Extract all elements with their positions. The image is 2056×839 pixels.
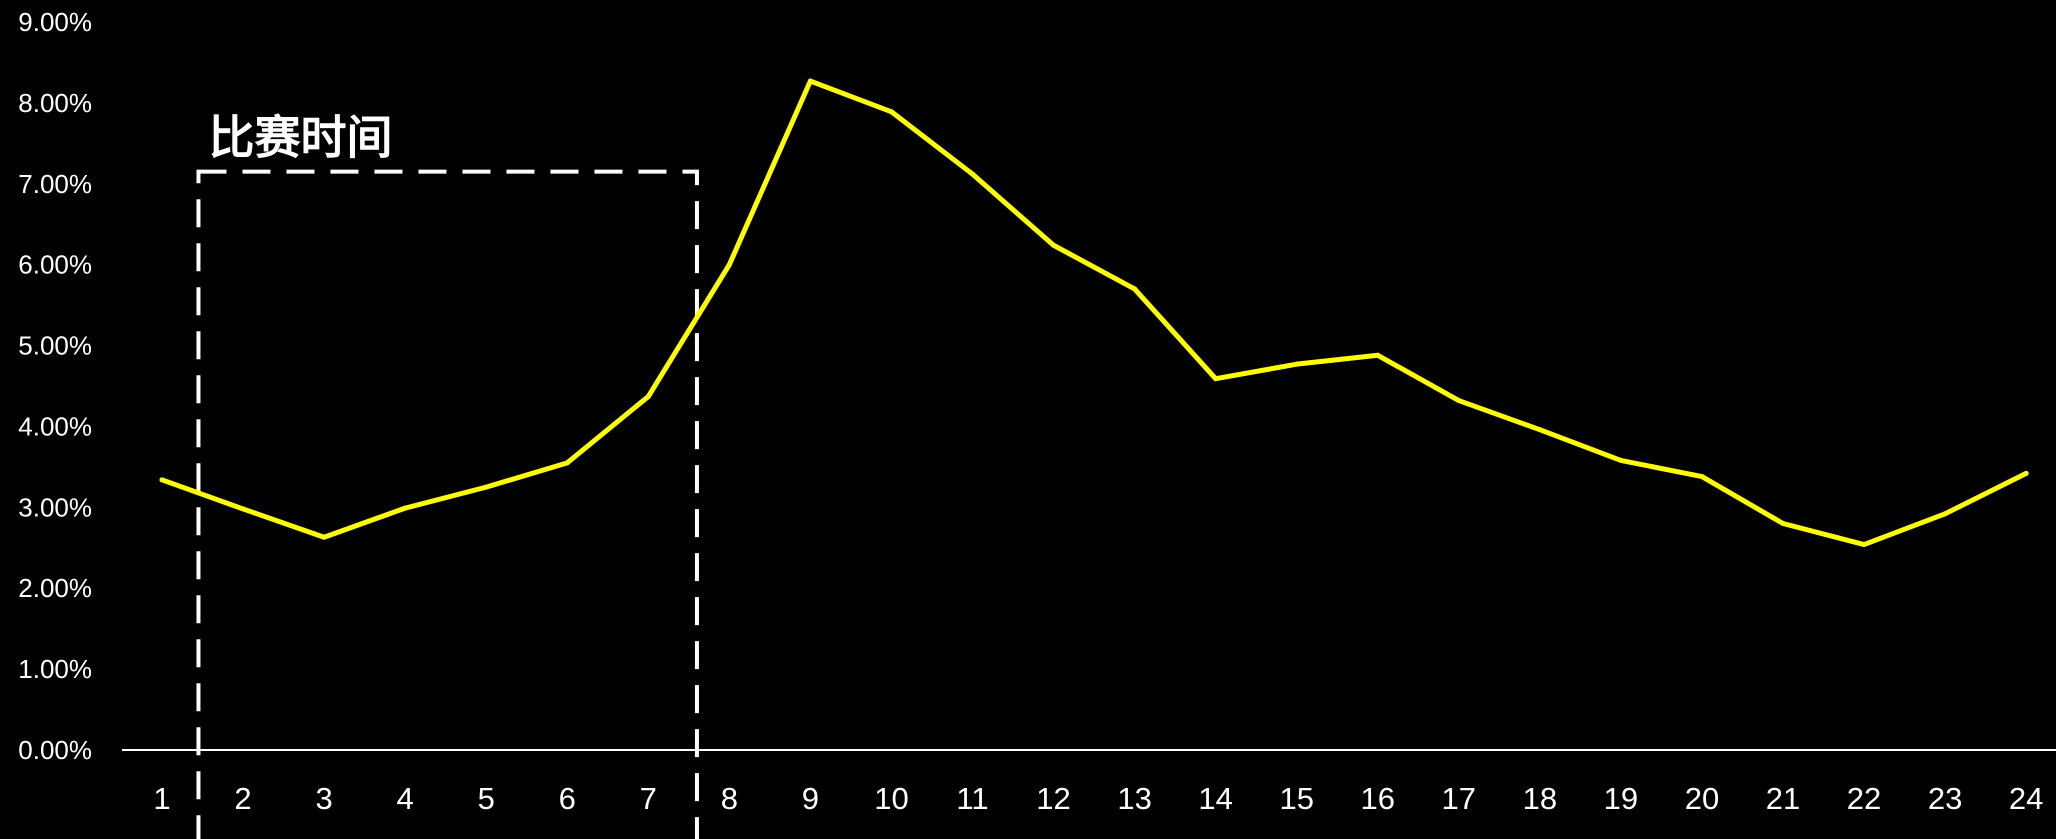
x-tick-label: 7	[640, 781, 657, 816]
x-tick-label: 17	[1442, 781, 1476, 816]
x-tick-label: 4	[397, 781, 414, 816]
data-point	[1456, 398, 1462, 404]
x-tick-label: 6	[559, 781, 576, 816]
y-tick-label: 6.00%	[18, 250, 92, 280]
data-point	[1861, 542, 1867, 548]
y-tick-label: 9.00%	[18, 7, 92, 37]
data-point	[2023, 470, 2029, 476]
data-point	[159, 477, 165, 483]
x-tick-label: 20	[1685, 781, 1719, 816]
data-point	[402, 505, 408, 511]
x-tick-label: 22	[1847, 781, 1881, 816]
data-point	[1618, 457, 1624, 463]
x-tick-label: 18	[1523, 781, 1557, 816]
x-axis-ticks: 1 2 3 4 5 6 7 8 9 10 11 12 13 14 15 16 17 18 19 20 21 22 23 24	[153, 781, 2043, 816]
data-point	[726, 262, 732, 268]
data-point	[1213, 376, 1219, 382]
y-axis-ticks: 0.00% 1.00% 2.00% 3.00% 4.00% 5.00% 6.00% 7.00%…	[18, 7, 92, 765]
x-tick-label: 16	[1361, 781, 1395, 816]
series-line	[159, 78, 2029, 548]
annotation-box	[196, 169, 699, 839]
x-tick-label: 14	[1198, 781, 1232, 816]
data-point	[1699, 474, 1705, 480]
data-point	[888, 109, 894, 115]
data-point	[645, 394, 651, 400]
y-tick-label: 3.00%	[18, 492, 92, 522]
series-group	[159, 78, 2029, 548]
x-tick-label: 1	[153, 781, 170, 816]
data-point	[564, 460, 570, 466]
y-tick-label: 0.00%	[18, 735, 92, 765]
x-tick-label: 19	[1604, 781, 1638, 816]
data-point	[970, 171, 975, 177]
x-tick-label: 9	[802, 781, 819, 816]
data-point	[1375, 352, 1381, 358]
x-tick-label: 21	[1766, 781, 1800, 816]
x-tick-label: 2	[234, 781, 251, 816]
data-point	[321, 534, 327, 540]
y-tick-label: 7.00%	[18, 169, 92, 199]
data-point	[807, 78, 813, 84]
x-tick-label: 10	[874, 781, 908, 816]
x-tick-label: 13	[1117, 781, 1151, 816]
x-tick-label: 15	[1279, 781, 1313, 816]
x-tick-label: 23	[1928, 781, 1962, 816]
data-point	[483, 484, 489, 490]
y-tick-label: 8.00%	[18, 88, 92, 118]
y-tick-label: 2.00%	[18, 573, 92, 603]
data-point	[1294, 361, 1300, 367]
data-point	[1132, 286, 1138, 292]
annotation-label: 比赛时间	[208, 111, 392, 165]
data-point	[1051, 242, 1057, 248]
x-tick-label: 24	[2009, 781, 2043, 816]
data-point	[1942, 511, 1948, 517]
y-tick-label: 1.00%	[18, 654, 92, 684]
data-point	[1537, 427, 1543, 433]
x-tick-label: 11	[956, 781, 988, 816]
x-tick-label: 8	[721, 781, 738, 816]
y-tick-label: 5.00%	[18, 331, 92, 361]
x-tick-label: 5	[478, 781, 495, 816]
data-point	[240, 506, 246, 512]
x-tick-label: 3	[315, 781, 332, 816]
data-point	[1780, 521, 1786, 527]
x-tick-label: 12	[1036, 781, 1070, 816]
y-tick-label: 4.00%	[18, 411, 92, 441]
